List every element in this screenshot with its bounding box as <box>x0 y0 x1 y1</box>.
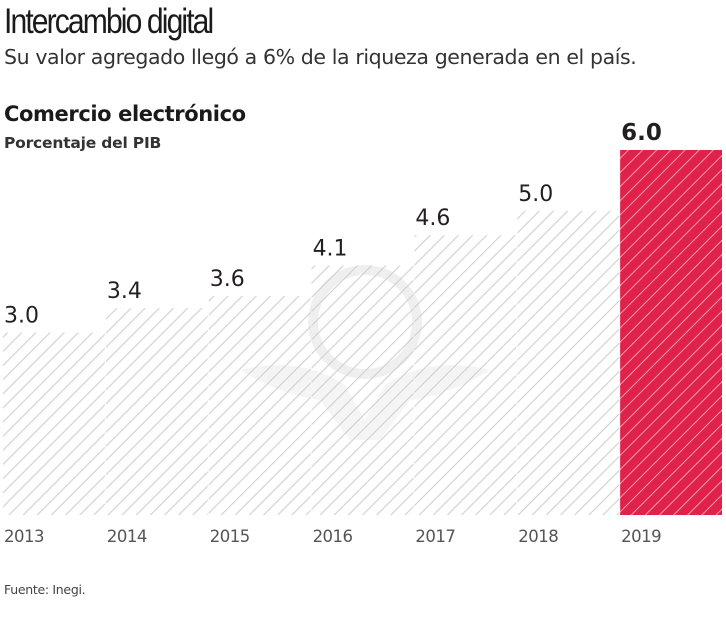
value-label-2017: 4.6 <box>415 206 450 231</box>
x-tick-2018: 2018 <box>518 527 558 546</box>
x-tick-2019: 2019 <box>621 527 661 546</box>
x-tick-2013: 2013 <box>4 527 44 546</box>
source-note: Fuente: Inegi. <box>4 582 86 597</box>
value-label-2015: 3.6 <box>210 267 245 292</box>
value-label-2018: 5.0 <box>518 182 553 207</box>
bar-2014 <box>105 308 208 515</box>
x-tick-2016: 2016 <box>313 527 353 546</box>
bar-2016 <box>311 265 414 515</box>
chart-title: Comercio electrónico <box>4 102 246 126</box>
x-tick-2014: 2014 <box>107 527 147 546</box>
value-label-2014: 3.4 <box>107 279 142 304</box>
value-label-2016: 4.1 <box>313 237 348 262</box>
chart-subtitle: Porcentaje del PIB <box>4 134 162 152</box>
bar-2018 <box>517 210 620 516</box>
x-tick-2015: 2015 <box>210 527 250 546</box>
bar-2013 <box>3 332 105 515</box>
page-title: Intercambio digital <box>4 2 214 41</box>
value-label-2019: 6.0 <box>621 120 662 146</box>
x-tick-2017: 2017 <box>415 527 455 546</box>
bar-2019 <box>620 150 722 515</box>
bar-2015 <box>208 296 311 515</box>
value-label-2013: 3.0 <box>4 304 39 329</box>
bar-2017 <box>414 235 517 515</box>
page-subtitle: Su valor agregado llegó a 6% de la rique… <box>4 45 637 69</box>
